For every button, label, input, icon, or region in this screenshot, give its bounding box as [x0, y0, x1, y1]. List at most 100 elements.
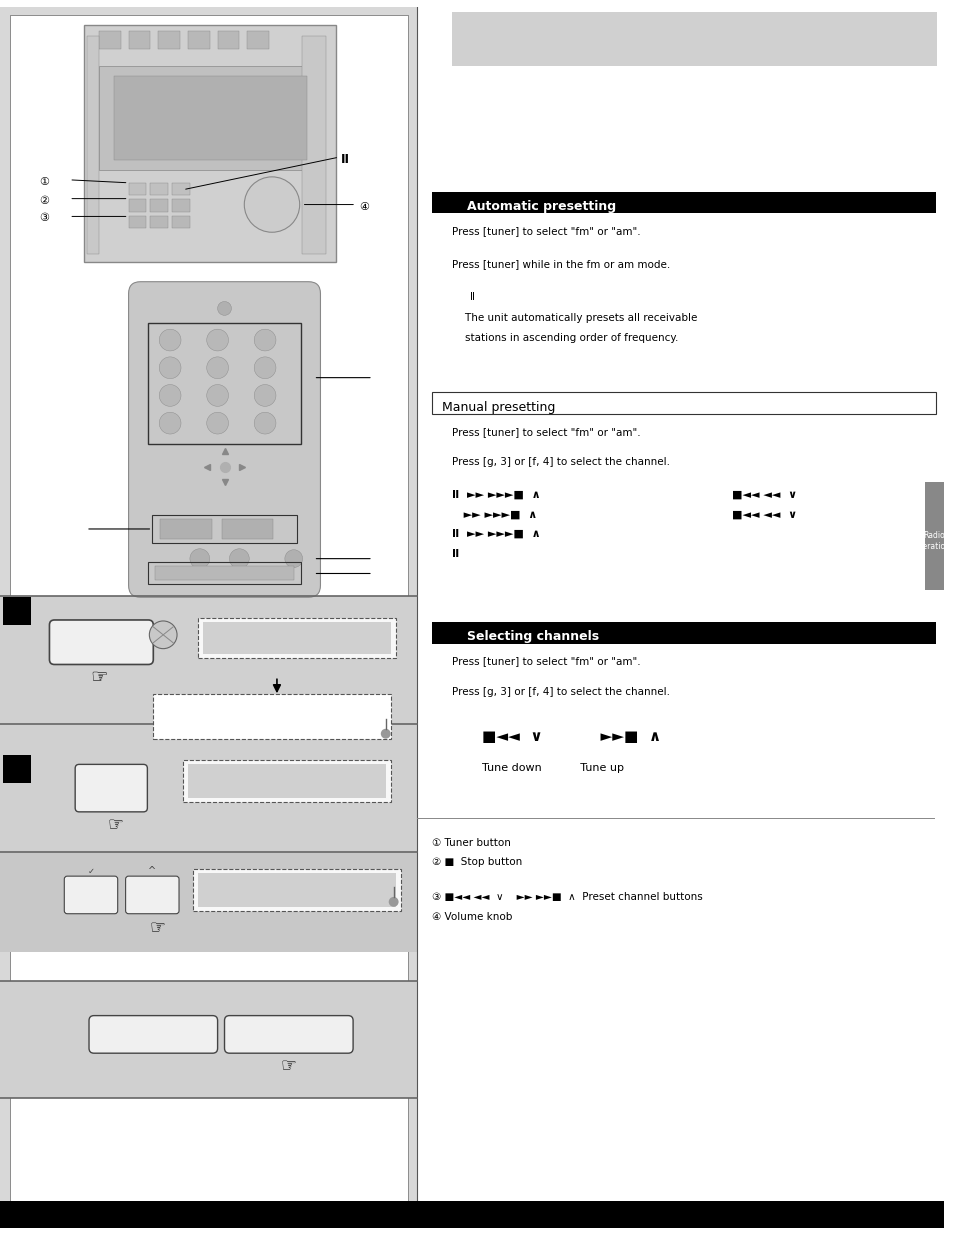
Circle shape — [159, 330, 181, 351]
Text: Press [tuner] to select "fm" or "am".: Press [tuner] to select "fm" or "am". — [452, 226, 640, 236]
Text: Radio
operations: Radio operations — [912, 531, 953, 551]
Bar — [183, 761, 391, 802]
Bar — [221, 519, 273, 538]
Bar — [203, 622, 391, 653]
Circle shape — [388, 897, 398, 906]
Text: Ⅱ: Ⅱ — [452, 548, 458, 558]
Text: Ⅱ  ►► ►►►■  ∧: Ⅱ ►► ►►►■ ∧ — [452, 529, 540, 538]
Circle shape — [207, 330, 228, 351]
Bar — [923, 482, 943, 590]
Bar — [0, 1200, 943, 1229]
Circle shape — [217, 301, 232, 315]
FancyBboxPatch shape — [129, 282, 320, 598]
Text: II: II — [95, 638, 106, 652]
Text: Press [tuner] to select "fm" or "am".: Press [tuner] to select "fm" or "am". — [452, 427, 640, 437]
Text: stations in ascending order of frequency.: stations in ascending order of frequency… — [452, 333, 678, 343]
Bar — [149, 562, 300, 584]
Text: ②: ② — [39, 195, 50, 206]
Bar — [172, 216, 190, 228]
Bar — [149, 324, 300, 443]
Bar — [84, 25, 336, 262]
Bar — [432, 622, 935, 643]
Bar — [153, 694, 391, 739]
Text: Ⅱ  ►► ►►►■  ∧: Ⅱ ►► ►►►■ ∧ — [452, 489, 540, 499]
FancyBboxPatch shape — [224, 1015, 353, 1053]
FancyBboxPatch shape — [50, 620, 153, 664]
Bar — [0, 755, 417, 853]
Bar — [0, 981, 417, 1098]
Bar — [129, 183, 146, 195]
Text: ►► ►►►■  ∧: ►► ►►►■ ∧ — [452, 509, 537, 519]
Text: Press [g, 3] or [f, 4] to select the channel.: Press [g, 3] or [f, 4] to select the cha… — [452, 687, 669, 698]
Circle shape — [380, 729, 391, 739]
Bar — [197, 873, 395, 906]
Text: FM  88.1: FM 88.1 — [253, 634, 340, 652]
Circle shape — [207, 384, 228, 406]
Text: ►◄: ►◄ — [145, 894, 160, 904]
Bar — [247, 31, 269, 49]
Circle shape — [253, 384, 275, 406]
Circle shape — [253, 357, 275, 379]
Bar — [151, 183, 168, 195]
Text: ② ■  Stop button: ② ■ Stop button — [432, 857, 522, 867]
Circle shape — [244, 177, 299, 232]
FancyBboxPatch shape — [75, 764, 147, 811]
Text: ④ Volume knob: ④ Volume knob — [432, 911, 512, 921]
Text: ③: ③ — [39, 214, 50, 224]
Bar — [197, 618, 395, 657]
Bar — [217, 31, 239, 49]
Bar — [432, 622, 459, 643]
FancyBboxPatch shape — [64, 876, 117, 914]
Bar — [0, 6, 417, 1229]
Bar — [10, 15, 407, 1220]
Circle shape — [207, 357, 228, 379]
Bar — [160, 519, 212, 538]
Bar — [158, 31, 180, 49]
Text: Tune down           Tune up: Tune down Tune up — [481, 763, 623, 773]
Text: ④: ④ — [358, 201, 369, 211]
Bar — [188, 764, 385, 798]
Bar — [0, 597, 417, 755]
Text: Press [g, 3] or [f, 4] to select the channel.: Press [g, 3] or [f, 4] to select the cha… — [452, 457, 669, 467]
Bar — [3, 598, 30, 625]
Bar — [452, 11, 936, 67]
Bar — [99, 67, 321, 170]
Circle shape — [159, 412, 181, 433]
Bar — [172, 199, 190, 212]
Bar — [432, 393, 935, 414]
Text: ① Tuner button: ① Tuner button — [432, 837, 511, 847]
Text: II: II — [341, 153, 350, 167]
FancyBboxPatch shape — [126, 876, 179, 914]
Text: FM  89.9: FM 89.9 — [229, 711, 315, 730]
Bar — [3, 756, 30, 783]
Text: ③ ■◄◄ ◄◄  ∨    ►► ►►■  ∧  Preset channel buttons: ③ ■◄◄ ◄◄ ∨ ►► ►►■ ∧ Preset channel butto… — [432, 892, 702, 902]
Text: The unit automatically presets all receivable: The unit automatically presets all recei… — [452, 314, 697, 324]
Text: Manual presetting: Manual presetting — [441, 401, 555, 414]
Text: ①: ① — [39, 177, 50, 186]
Text: Press [tuner] to select "fm" or "am".: Press [tuner] to select "fm" or "am". — [452, 657, 640, 667]
Text: ■◄◄  ∨           ►►■  ∧: ■◄◄ ∨ ►►■ ∧ — [481, 729, 660, 743]
Bar — [151, 216, 168, 228]
Bar — [0, 853, 417, 952]
Bar — [301, 36, 326, 254]
Bar — [152, 515, 296, 543]
Text: ^: ^ — [148, 866, 156, 876]
Bar — [151, 199, 168, 212]
Circle shape — [230, 548, 249, 568]
Bar — [172, 183, 190, 195]
Bar — [188, 31, 210, 49]
Circle shape — [150, 621, 177, 648]
Bar — [432, 191, 935, 214]
Bar — [129, 216, 146, 228]
Circle shape — [253, 330, 275, 351]
Text: ✓: ✓ — [88, 867, 94, 876]
Text: FM  87.9: FM 87.9 — [253, 885, 340, 904]
Bar — [113, 77, 306, 161]
Bar — [432, 191, 459, 214]
Text: ◄◄: ◄◄ — [84, 894, 98, 904]
Circle shape — [207, 412, 228, 433]
Circle shape — [159, 357, 181, 379]
Text: +: + — [281, 1029, 295, 1047]
Bar — [155, 566, 294, 580]
Bar — [99, 31, 120, 49]
